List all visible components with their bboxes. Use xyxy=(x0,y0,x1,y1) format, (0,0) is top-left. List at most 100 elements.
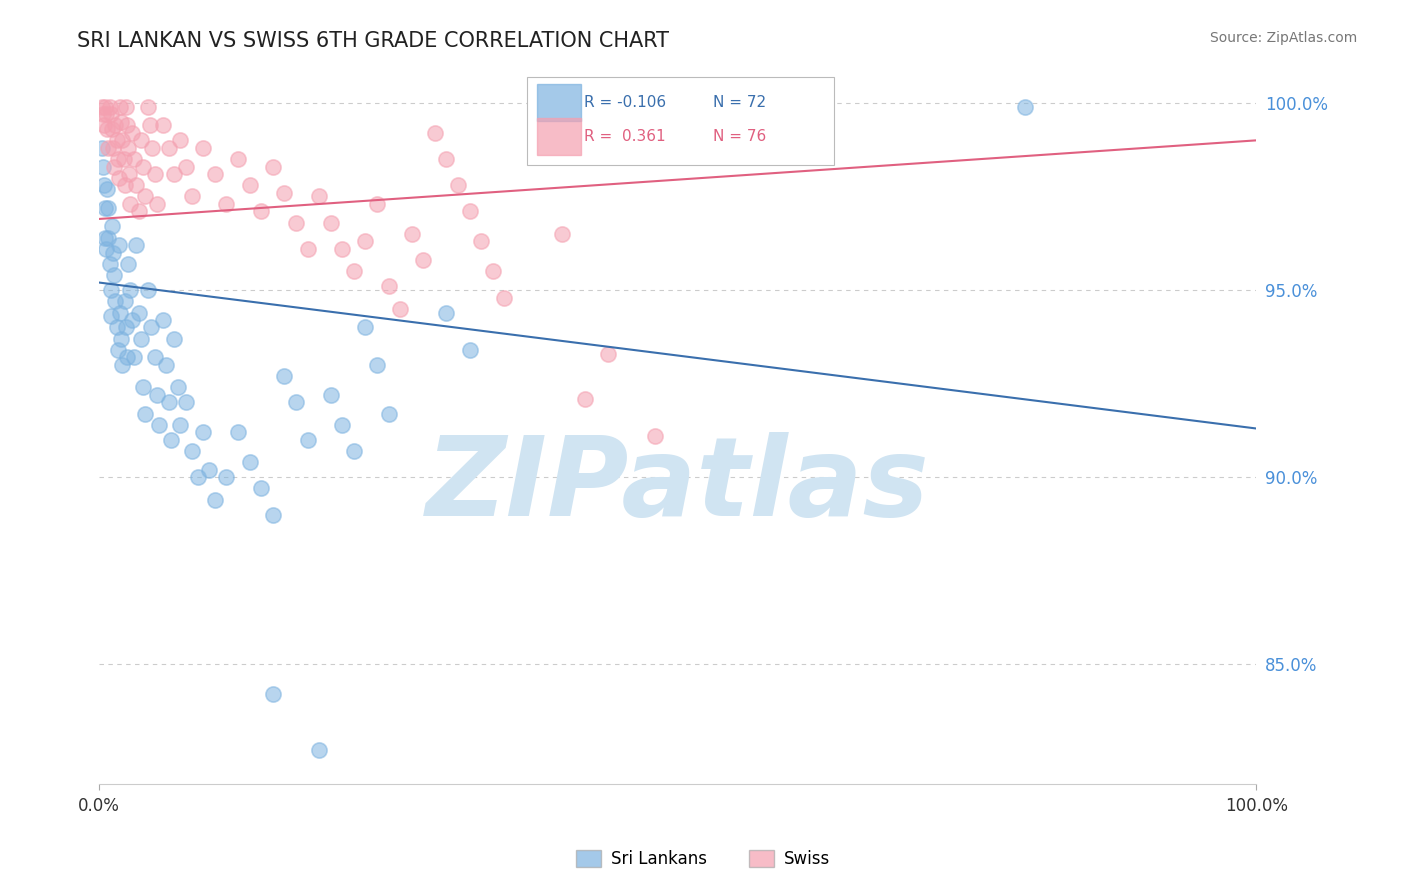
Point xyxy=(143,167,166,181)
Point xyxy=(152,119,174,133)
Point xyxy=(308,743,330,757)
Point xyxy=(187,470,209,484)
Point xyxy=(273,369,295,384)
Point xyxy=(103,268,125,282)
Point xyxy=(204,167,226,181)
Point xyxy=(284,395,307,409)
Point xyxy=(114,320,136,334)
Point xyxy=(644,429,666,443)
Point xyxy=(598,346,620,360)
Point xyxy=(494,291,516,305)
Point xyxy=(125,238,148,252)
Point xyxy=(297,242,319,256)
Point xyxy=(193,425,215,440)
Point xyxy=(366,197,388,211)
Point xyxy=(163,332,186,346)
Point xyxy=(114,178,136,193)
Point xyxy=(101,219,124,234)
Point xyxy=(121,126,143,140)
Point xyxy=(114,100,136,114)
Point xyxy=(215,470,238,484)
Point xyxy=(481,264,503,278)
Point xyxy=(389,301,412,316)
Point xyxy=(132,160,155,174)
Point xyxy=(169,133,191,147)
Point xyxy=(152,313,174,327)
Point xyxy=(125,178,148,193)
Point xyxy=(105,133,128,147)
Point xyxy=(319,216,342,230)
Point xyxy=(155,358,177,372)
Point xyxy=(90,100,112,114)
Point xyxy=(262,687,284,701)
Point xyxy=(157,395,180,409)
FancyBboxPatch shape xyxy=(527,77,834,165)
Point xyxy=(111,133,134,147)
Point xyxy=(262,508,284,522)
Point xyxy=(100,310,122,324)
Point xyxy=(134,189,156,203)
Point xyxy=(94,242,117,256)
Point xyxy=(447,178,470,193)
FancyBboxPatch shape xyxy=(537,85,581,121)
Point xyxy=(98,257,121,271)
Point xyxy=(434,152,457,166)
Text: N = 76: N = 76 xyxy=(713,129,766,145)
Point xyxy=(128,204,150,219)
FancyBboxPatch shape xyxy=(537,119,581,155)
Point xyxy=(139,119,162,133)
Point xyxy=(163,167,186,181)
Point xyxy=(121,313,143,327)
Point xyxy=(91,107,114,121)
Point xyxy=(104,119,127,133)
Point xyxy=(98,100,121,114)
Point xyxy=(97,230,120,244)
Point xyxy=(105,320,128,334)
Point xyxy=(146,197,169,211)
Point xyxy=(551,227,574,241)
Point xyxy=(284,216,307,230)
Point xyxy=(94,201,117,215)
Point xyxy=(250,204,273,219)
Point xyxy=(174,160,197,174)
Text: R =  0.361: R = 0.361 xyxy=(583,129,665,145)
Point xyxy=(160,433,183,447)
Point xyxy=(108,170,131,185)
Point xyxy=(204,492,226,507)
Point xyxy=(141,141,163,155)
Point xyxy=(111,358,134,372)
Point xyxy=(120,197,142,211)
Point xyxy=(117,257,139,271)
Point xyxy=(146,388,169,402)
Point xyxy=(110,332,132,346)
Point xyxy=(129,133,152,147)
Point xyxy=(308,189,330,203)
Point xyxy=(107,343,129,357)
Point xyxy=(104,294,127,309)
Point xyxy=(112,152,135,166)
Point xyxy=(101,141,124,155)
Point xyxy=(136,100,159,114)
Point xyxy=(103,160,125,174)
Point xyxy=(134,407,156,421)
Point xyxy=(198,463,221,477)
Point xyxy=(167,380,190,394)
Point xyxy=(239,178,262,193)
Point xyxy=(458,343,481,357)
Point xyxy=(377,407,399,421)
Point xyxy=(169,417,191,432)
Point xyxy=(377,279,399,293)
Point xyxy=(458,204,481,219)
Point xyxy=(97,141,120,155)
Point xyxy=(90,141,112,155)
Point xyxy=(108,305,131,319)
Point xyxy=(412,253,434,268)
Point xyxy=(401,227,423,241)
Point xyxy=(250,482,273,496)
Point xyxy=(319,388,342,402)
Point xyxy=(128,305,150,319)
Legend: Sri Lankans, Swiss: Sri Lankans, Swiss xyxy=(569,843,837,875)
Point xyxy=(366,358,388,372)
Point xyxy=(110,114,132,128)
Point xyxy=(101,122,124,136)
